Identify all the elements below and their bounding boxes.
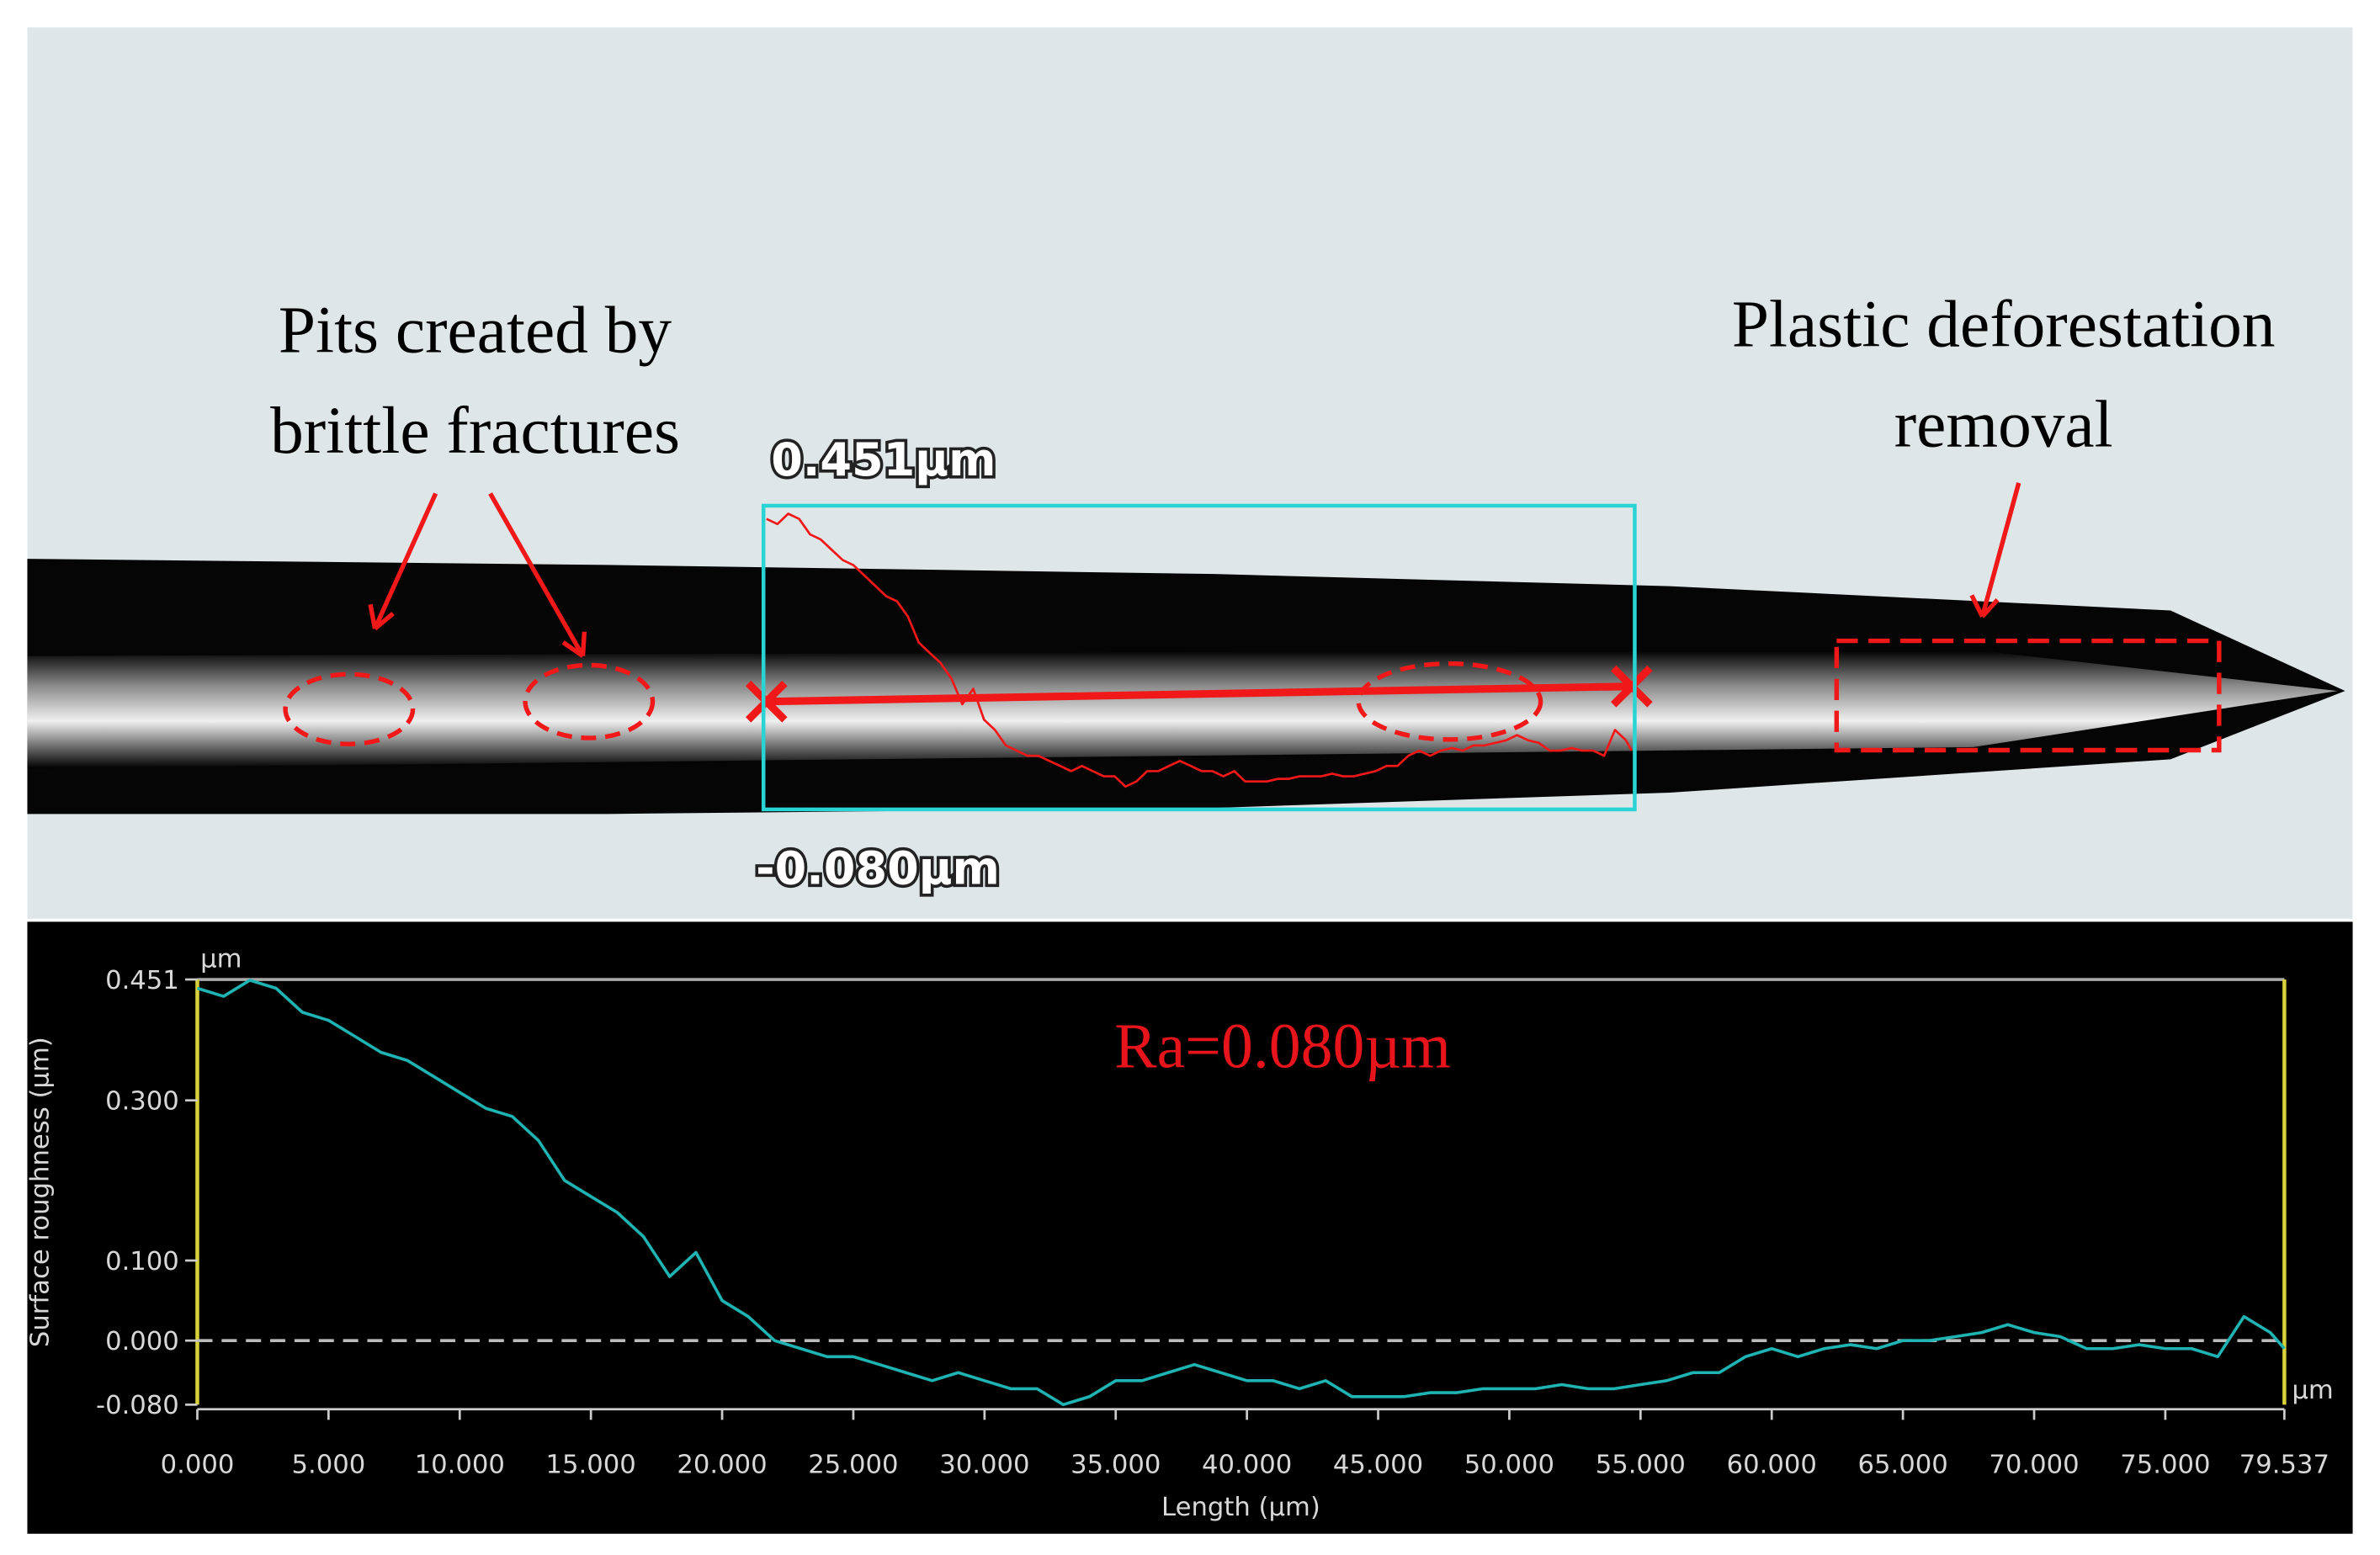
note: brittle fractures [270,394,680,468]
y-tick-label: -0.080 [96,1391,179,1420]
chart: 0.451 0.300 0.100 0.000 -0.080 0.000 5.000 10.0… [26,945,2334,1523]
x-tick-label: 79.537 [2239,1451,2330,1480]
pit-marker [283,671,416,747]
x-tick-label: 35.000 [1070,1451,1161,1480]
x-tick-label: 25.000 [808,1451,898,1480]
x-tick-label: 50.000 [1464,1451,1554,1480]
measure-line [766,682,1632,706]
x-tick-label: 0.000 [161,1451,235,1480]
note: removal [1894,388,2113,462]
x-axis-title: Length (µm) [1161,1493,1320,1522]
chart-panel [27,921,2353,1534]
x-tick-label: 30.000 [939,1451,1029,1480]
min-label: -0.080µm [756,841,1000,894]
pit-marker [1356,661,1543,742]
arrow [368,492,438,631]
x-tick-label: 75.000 [2120,1451,2210,1480]
annotation: Ra=0.080µm [1114,1011,1451,1082]
y-tick-label: 0.451 [105,966,179,995]
y-unit: µm [200,945,242,974]
deformation-marker [1834,638,2222,753]
x-unit: µm [2292,1376,2333,1405]
groove-streak [27,650,2338,769]
max-label: 0.451µm [771,433,996,486]
x-tick-label: 55.000 [1596,1451,1686,1480]
arrow [1969,482,2021,618]
x-tick-label: 65.000 [1857,1451,1947,1480]
y-axis-title: Surface roughness (µm) [26,1037,56,1347]
pit-marker [523,662,656,740]
x-tick-label: 10.000 [415,1451,505,1480]
x-tick-label: 15.000 [546,1451,636,1480]
x-tick-label: 70.000 [1989,1451,2079,1480]
series-line [196,979,2286,1407]
note: Pits created by [279,294,672,368]
y-tick-label: 0.300 [105,1087,179,1117]
y-tick-label: 0.000 [105,1327,179,1356]
x-tick-label: 40.000 [1202,1451,1292,1480]
arrow [488,492,587,658]
y-tick-label: 0.100 [105,1247,179,1276]
measure-box [761,503,1637,812]
measure-end [745,665,1653,723]
note: Plastic deforestation [1732,287,2276,361]
x-tick-label: 45.000 [1333,1451,1423,1480]
series-line [766,512,1634,788]
x-tick-label: 5.000 [291,1451,365,1480]
x-tick-label: 20.000 [677,1451,767,1480]
x-tick-label: 60.000 [1727,1451,1817,1480]
annotations [283,482,2222,753]
